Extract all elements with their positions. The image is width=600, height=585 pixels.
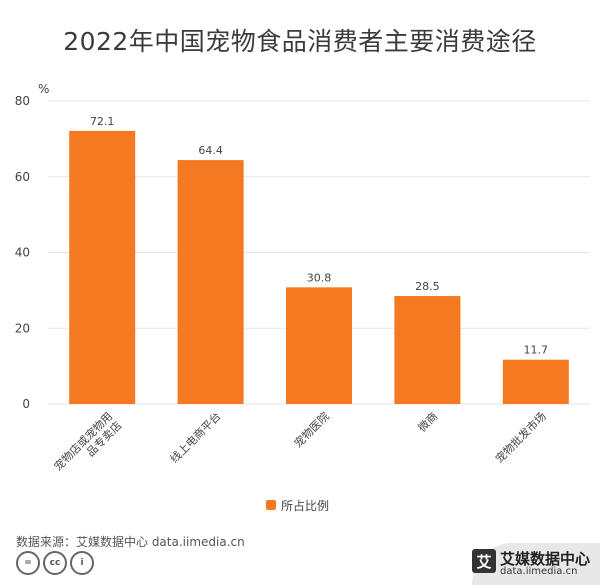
cc-equal-icon: = <box>16 551 40 575</box>
x-tick-label: 宠物医院 <box>291 409 332 450</box>
x-tick-label-line: 宠物批发市场 <box>492 409 549 466</box>
y-axis-ticks: 0 20 40 60 80 <box>15 94 30 411</box>
data-label: 28.5 <box>415 280 440 293</box>
x-tick-label-line: 微商 <box>415 409 440 434</box>
y-tick-label: 0 <box>22 397 30 411</box>
data-label: 72.1 <box>90 115 115 128</box>
data-label: 11.7 <box>524 344 549 357</box>
brand-logo-icon: 艾 <box>472 549 496 573</box>
bar-chart: % 0 20 40 60 80 72.1 64.4 30.8 28.5 11.7 宠物店或宠物用… <box>15 82 590 473</box>
y-tick-label: 80 <box>15 94 30 108</box>
bar <box>502 359 569 404</box>
y-axis-unit-label: % <box>38 82 49 96</box>
legend-swatch <box>266 500 276 510</box>
y-tick-label: 40 <box>15 246 30 260</box>
bar <box>394 296 461 404</box>
brand-name: 艾媒数据中心 <box>500 550 591 568</box>
x-tick-label-line: 线上电商平台 <box>167 409 224 466</box>
x-tick-label-line: 宠物医院 <box>291 409 332 450</box>
license-badges: = cc i <box>16 551 94 575</box>
bar <box>69 130 136 404</box>
bars <box>69 130 569 404</box>
bar <box>286 287 352 404</box>
x-tick-label: 线上电商平台 <box>167 409 224 466</box>
data-label: 30.8 <box>307 271 332 284</box>
bar <box>177 160 244 404</box>
cc-logo-icon: cc <box>43 551 67 575</box>
x-tick-label: 宠物批发市场 <box>492 409 549 466</box>
chart-title: 2022年中国宠物食品消费者主要消费途径 <box>63 27 537 56</box>
data-label: 64.4 <box>198 144 223 157</box>
source-note: 数据来源：艾媒数据中心 data.iimedia.cn <box>16 535 245 549</box>
y-tick-label: 60 <box>15 170 30 184</box>
y-tick-label: 20 <box>15 321 30 335</box>
person-icon: i <box>70 551 94 575</box>
legend: 所占比例 <box>266 497 329 513</box>
brand-url: data.iimedia.cn <box>500 566 578 577</box>
x-tick-label: 微商 <box>415 409 440 434</box>
data-labels: 72.1 64.4 30.8 28.5 11.7 <box>90 115 548 357</box>
legend-label: 所占比例 <box>281 498 330 513</box>
